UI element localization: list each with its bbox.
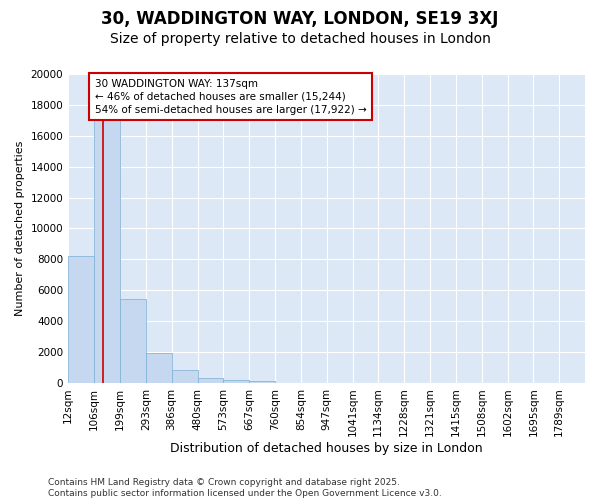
Bar	[68, 256, 94, 383]
X-axis label: Distribution of detached houses by size in London: Distribution of detached houses by size …	[170, 442, 483, 455]
Bar	[223, 380, 249, 383]
Bar	[249, 382, 275, 383]
Text: 30 WADDINGTON WAY: 137sqm
← 46% of detached houses are smaller (15,244)
54% of s: 30 WADDINGTON WAY: 137sqm ← 46% of detac…	[95, 78, 367, 115]
Bar	[197, 378, 223, 383]
Bar	[172, 370, 197, 383]
Y-axis label: Number of detached properties: Number of detached properties	[15, 140, 25, 316]
Text: Contains HM Land Registry data © Crown copyright and database right 2025.
Contai: Contains HM Land Registry data © Crown c…	[48, 478, 442, 498]
Bar	[120, 300, 146, 383]
Text: Size of property relative to detached houses in London: Size of property relative to detached ho…	[110, 32, 490, 46]
Bar	[94, 120, 120, 383]
Bar	[146, 354, 172, 383]
Text: 30, WADDINGTON WAY, LONDON, SE19 3XJ: 30, WADDINGTON WAY, LONDON, SE19 3XJ	[101, 10, 499, 28]
